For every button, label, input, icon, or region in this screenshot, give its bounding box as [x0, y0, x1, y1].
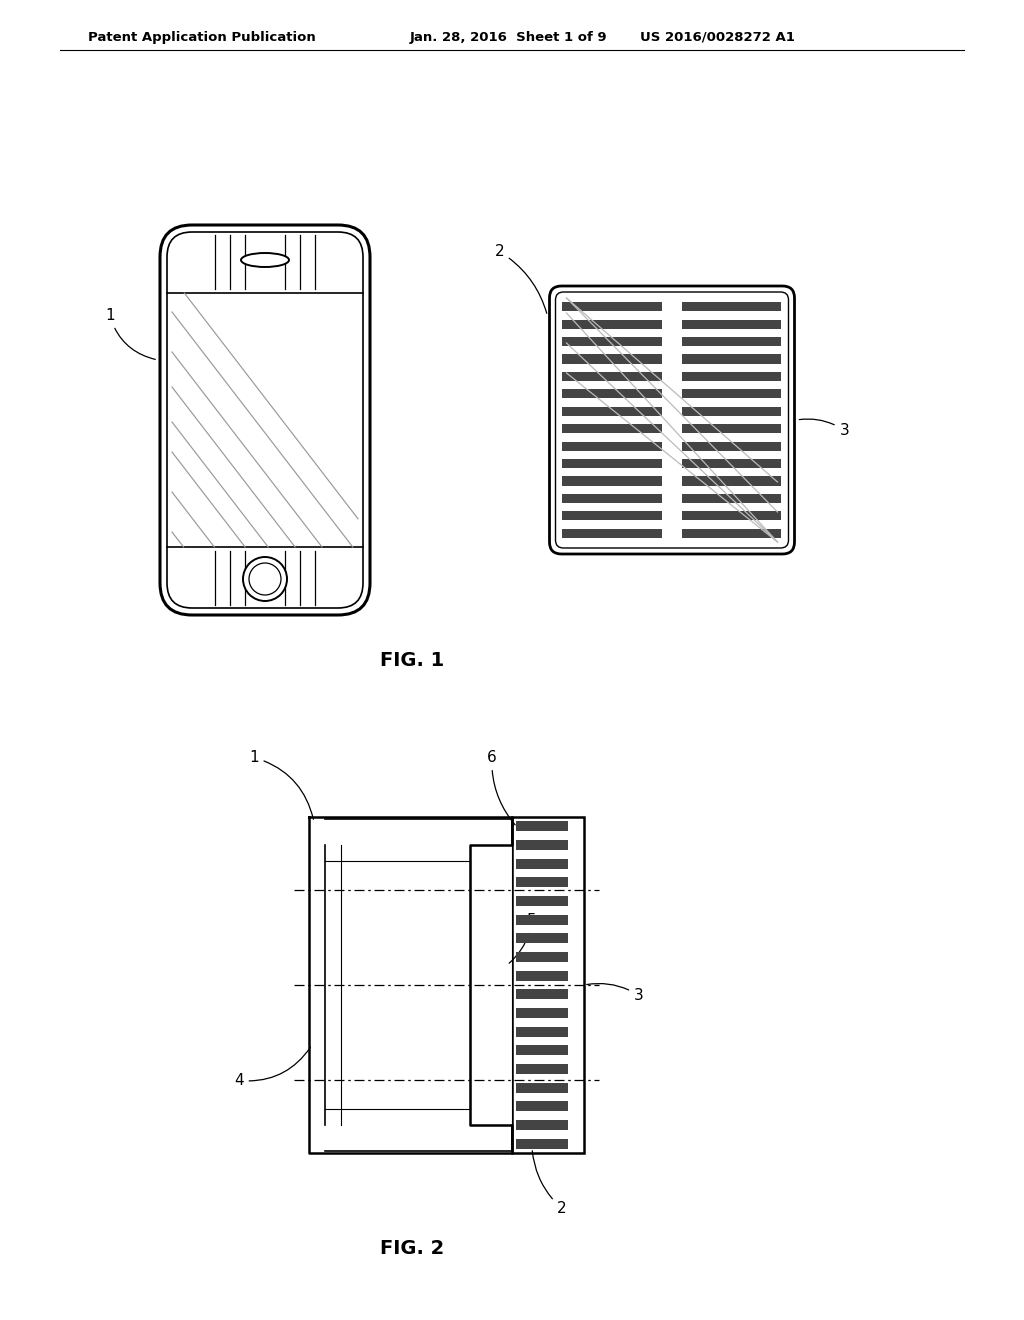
Text: Jan. 28, 2016  Sheet 1 of 9: Jan. 28, 2016 Sheet 1 of 9 — [410, 30, 607, 44]
Bar — [516, 1101, 568, 1111]
Bar — [561, 319, 662, 329]
Bar — [561, 529, 662, 537]
Bar — [682, 424, 780, 433]
Bar — [682, 389, 780, 399]
Text: 6: 6 — [487, 750, 515, 825]
Text: FIG. 2: FIG. 2 — [380, 1238, 444, 1258]
Bar — [561, 407, 662, 416]
Bar — [561, 302, 662, 312]
Bar — [561, 372, 662, 381]
Bar — [561, 389, 662, 399]
FancyBboxPatch shape — [167, 232, 362, 609]
Bar — [561, 477, 662, 486]
Bar — [682, 494, 780, 503]
Bar — [682, 442, 780, 450]
Text: 2: 2 — [532, 1151, 566, 1216]
Text: Patent Application Publication: Patent Application Publication — [88, 30, 315, 44]
Bar — [516, 1045, 568, 1056]
Text: 1: 1 — [249, 750, 313, 820]
Bar — [561, 494, 662, 503]
Bar — [516, 1139, 568, 1148]
Bar — [516, 821, 568, 832]
Bar — [682, 355, 780, 363]
FancyBboxPatch shape — [160, 224, 370, 615]
Bar — [516, 1082, 568, 1093]
Bar — [516, 858, 568, 869]
Bar — [516, 970, 568, 981]
Text: 3: 3 — [587, 983, 644, 1003]
Bar — [561, 424, 662, 433]
Bar — [682, 511, 780, 520]
Bar — [682, 302, 780, 312]
Bar — [516, 933, 568, 944]
Ellipse shape — [241, 253, 289, 267]
Bar — [682, 477, 780, 486]
Bar — [516, 1008, 568, 1018]
Bar — [682, 319, 780, 329]
Text: 1: 1 — [105, 308, 156, 359]
Bar — [682, 407, 780, 416]
Text: 5: 5 — [509, 913, 537, 964]
Text: 3: 3 — [800, 418, 849, 438]
Bar — [682, 372, 780, 381]
FancyBboxPatch shape — [550, 286, 795, 554]
Bar — [516, 896, 568, 906]
Bar — [682, 337, 780, 346]
Bar — [561, 355, 662, 363]
Bar — [325, 845, 470, 1125]
Bar — [516, 878, 568, 887]
Bar — [512, 817, 584, 1152]
Text: FIG. 1: FIG. 1 — [380, 651, 444, 669]
Bar — [561, 442, 662, 450]
Circle shape — [249, 564, 281, 595]
Text: 4: 4 — [234, 1047, 310, 1088]
Bar — [682, 459, 780, 469]
Bar — [516, 1064, 568, 1074]
Bar — [470, 845, 512, 1125]
Bar — [516, 989, 568, 999]
Bar — [516, 1027, 568, 1036]
Text: US 2016/0028272 A1: US 2016/0028272 A1 — [640, 30, 795, 44]
Bar — [561, 511, 662, 520]
Bar — [561, 337, 662, 346]
Text: 2: 2 — [495, 244, 547, 313]
Bar — [516, 952, 568, 962]
Bar — [561, 459, 662, 469]
FancyBboxPatch shape — [555, 292, 788, 548]
Bar — [516, 915, 568, 925]
Bar — [682, 529, 780, 537]
Bar — [516, 1119, 568, 1130]
Circle shape — [243, 557, 287, 601]
Bar — [516, 840, 568, 850]
